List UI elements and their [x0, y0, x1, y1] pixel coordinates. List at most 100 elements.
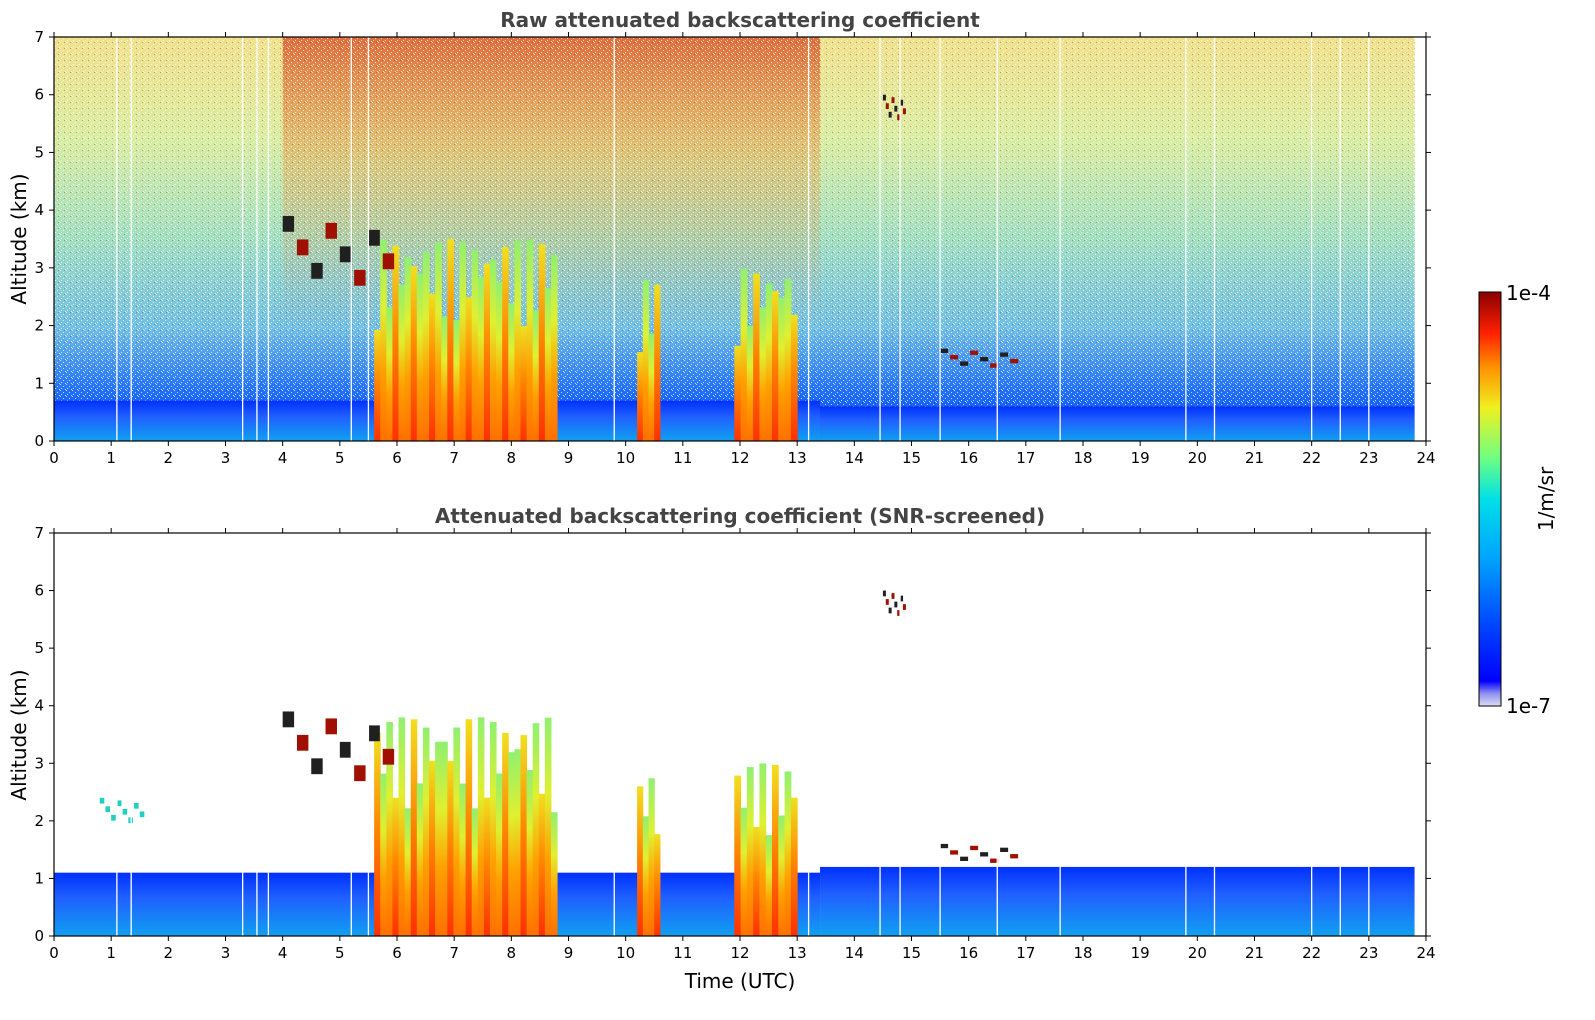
precipitation-column — [410, 266, 418, 441]
cloud-cell — [885, 103, 889, 110]
precipitation-column — [453, 320, 461, 441]
precipitation-column — [404, 808, 412, 936]
x-tick-label: 10 — [616, 944, 635, 962]
y-tick-label: 2 — [34, 317, 44, 335]
precipitation-column — [404, 257, 412, 441]
precipitation-column — [790, 797, 798, 936]
precipitation-column — [508, 303, 515, 441]
y-tick-label: 3 — [34, 754, 44, 772]
cloud-cell — [888, 607, 892, 614]
precipitation-column — [642, 280, 650, 441]
precipitation-column — [753, 273, 760, 441]
precipitation-column — [734, 775, 742, 936]
y-tick-label: 3 — [34, 259, 44, 277]
precipitation-column — [765, 283, 773, 441]
cloud-cell — [970, 350, 979, 355]
precipitation-column — [441, 741, 448, 936]
precipitation-column — [784, 278, 792, 441]
y-tick-label: 7 — [34, 524, 44, 542]
precipitation-column — [784, 771, 792, 936]
precipitation-column — [374, 329, 381, 441]
panel-raw-title: Raw attenuated backscattering coefficien… — [500, 8, 980, 32]
x-tick-label: 6 — [392, 944, 402, 962]
precipitation-column — [489, 259, 497, 441]
x-tick-label: 21 — [1245, 944, 1264, 962]
precipitation-column — [740, 807, 748, 936]
x-tick-label: 3 — [221, 944, 231, 962]
precipitation-column — [642, 816, 650, 936]
precipitation-column — [753, 826, 760, 936]
precipitation-column — [765, 835, 773, 936]
y-tick-label: 6 — [34, 86, 44, 104]
y-tick-label: 1 — [34, 869, 44, 887]
x-tick-label: 13 — [788, 449, 807, 467]
cloud-cell — [1010, 854, 1019, 859]
y-tick-label: 5 — [34, 143, 44, 161]
precipitation-column — [654, 834, 661, 936]
x-tick-label: 7 — [449, 944, 459, 962]
cloud-cell — [368, 725, 380, 742]
precipitation-column — [459, 783, 467, 936]
x-tick-label: 20 — [1188, 944, 1207, 962]
precipitation-column — [380, 239, 387, 441]
x-tick-label: 15 — [902, 449, 921, 467]
x-tick-label: 5 — [335, 449, 345, 467]
precipitation-column — [398, 717, 406, 936]
y-tick-label: 5 — [34, 639, 44, 657]
precipitation-column — [447, 760, 454, 936]
cloud-cell — [368, 229, 380, 246]
precipitation-column — [477, 717, 485, 936]
cloud-cell — [111, 814, 116, 821]
cloud-cell — [882, 94, 886, 101]
cloud-cell — [900, 99, 904, 106]
panel-raw: Raw attenuated backscattering coefficien… — [7, 8, 1436, 467]
x-tick-label: 0 — [49, 449, 59, 467]
y-tick-label: 1 — [34, 374, 44, 392]
x-tick-label: 19 — [1131, 449, 1150, 467]
cloud-cell — [296, 239, 309, 256]
precipitation-column — [544, 717, 552, 936]
precipitation-column — [422, 251, 430, 441]
precipitation-column — [392, 245, 400, 441]
cloud-cell — [960, 361, 969, 366]
precipitation-column — [374, 732, 381, 936]
cloud-cell — [1000, 352, 1009, 357]
cloud-cell — [354, 765, 366, 782]
precipitation-column — [502, 247, 509, 441]
y-tick-label: 0 — [34, 432, 44, 450]
x-tick-label: 24 — [1416, 944, 1435, 962]
panel-screened-title: Attenuated backscattering coefficient (S… — [435, 504, 1045, 528]
precipitation-column — [477, 276, 485, 441]
cloud-cell — [282, 215, 295, 232]
precipitation-column — [759, 307, 767, 441]
precipitation-column — [734, 345, 742, 441]
precipitation-column — [637, 786, 644, 936]
y-tick-label: 2 — [34, 812, 44, 830]
precipitation-column — [441, 316, 448, 441]
precipitation-column — [637, 352, 644, 441]
precipitation-column — [508, 752, 515, 936]
y-tick-label: 4 — [34, 697, 44, 715]
precipitation-column — [648, 778, 655, 936]
precipitation-column — [465, 297, 473, 441]
x-tick-label: 21 — [1245, 449, 1264, 467]
cloud-cell — [897, 114, 901, 121]
precipitation-column — [526, 770, 534, 936]
x-tick-label: 24 — [1416, 449, 1435, 467]
cloud-cell — [99, 797, 105, 804]
cloud-cell — [891, 593, 895, 599]
cloud-cell — [122, 808, 128, 815]
x-tick-label: 8 — [507, 449, 517, 467]
cloud-cell — [950, 850, 959, 855]
precipitation-column — [648, 333, 655, 441]
precipitation-column — [520, 735, 528, 936]
precipitation-column — [550, 812, 558, 936]
precipitation-column — [538, 244, 546, 441]
x-tick-label: 20 — [1188, 449, 1207, 467]
x-tick-label: 19 — [1131, 944, 1150, 962]
cloud-cell — [885, 599, 889, 605]
colorbar-gradient — [1478, 291, 1502, 707]
boundary-layer — [820, 866, 1415, 936]
cloud-cell — [897, 610, 901, 616]
panel-screened-xlabel: Time (UTC) — [684, 969, 796, 993]
